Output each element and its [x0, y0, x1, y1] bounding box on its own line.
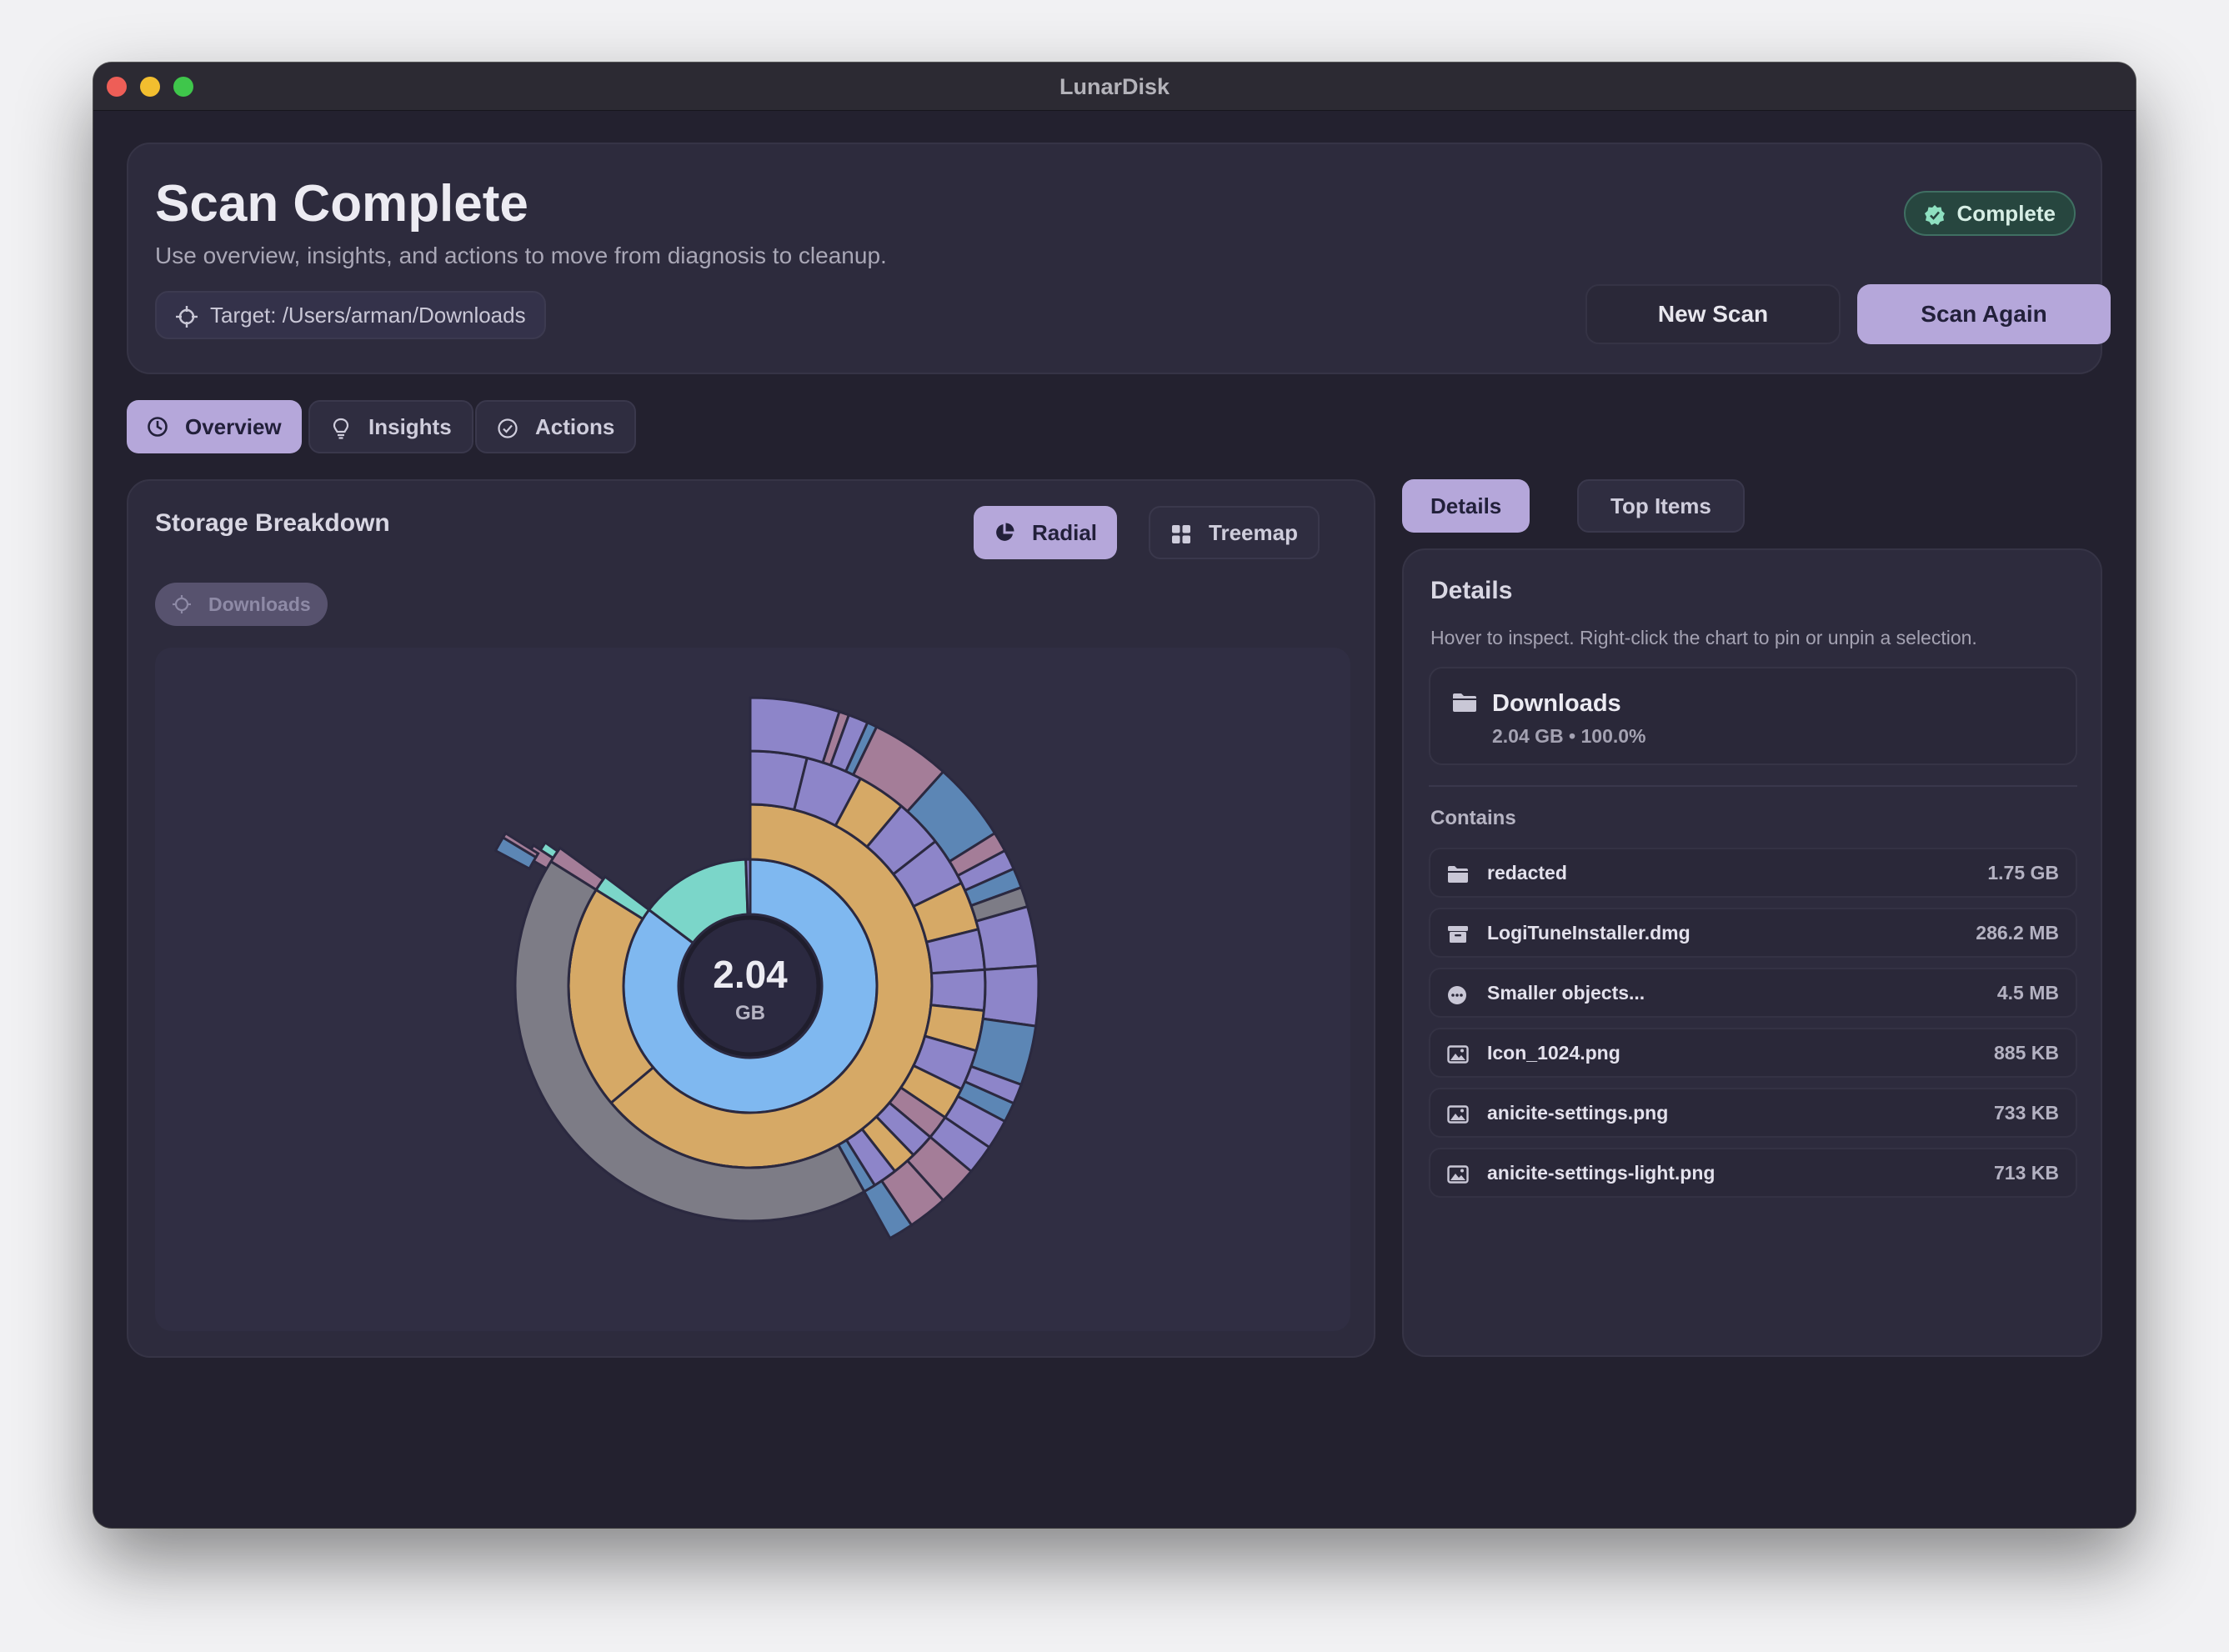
radial-view-label: Radial: [1032, 519, 1098, 545]
tab-actions[interactable]: Actions: [475, 400, 637, 453]
list-item-size: 885 KB: [1994, 1042, 2059, 1064]
list-item-size: 4.5 MB: [1996, 982, 2059, 1004]
center-hub: [679, 915, 821, 1057]
crosshair-icon: [176, 306, 198, 328]
list-item[interactable]: LogiTuneInstaller.dmg 286.2 MB: [1429, 908, 2077, 958]
minimize-window-button[interactable]: [140, 77, 160, 97]
contains-heading: Contains: [1430, 807, 1516, 829]
selected-item-meta: 2.04 GB • 100.0%: [1492, 725, 1646, 747]
breadcrumb-root[interactable]: Downloads: [155, 583, 328, 626]
window-title: LunarDisk: [1059, 74, 1170, 99]
sunburst-segment-small[interactable]: [744, 858, 752, 916]
list-item-size: 286.2 MB: [1976, 922, 2059, 944]
zoom-window-button[interactable]: [173, 77, 193, 97]
crosshair-icon: [173, 595, 191, 613]
sunburst-segment[interactable]: [538, 840, 560, 860]
list-item-name: LogiTuneInstaller.dmg: [1487, 922, 1691, 944]
image-icon: [1447, 1105, 1469, 1124]
sunburst-segment[interactable]: [501, 831, 540, 859]
list-item-size: 713 KB: [1994, 1162, 2059, 1184]
list-item[interactable]: anicite-settings-light.png 713 KB: [1429, 1148, 2077, 1198]
list-item[interactable]: redacted 1.75 GB: [1429, 848, 2077, 898]
sunburst-segment[interactable]: [981, 964, 1040, 1028]
details-card: Details Hover to inspect. Right-click th…: [1402, 548, 2102, 1357]
sunburst-segment[interactable]: [513, 859, 866, 1223]
list-item-name: anicite-settings-light.png: [1487, 1162, 1716, 1184]
pie-clock-icon: [148, 417, 168, 437]
sunburst-segment[interactable]: [929, 968, 987, 1013]
tab-overview[interactable]: Overview: [127, 400, 302, 453]
tab-insights[interactable]: Insights: [308, 400, 473, 453]
new-scan-button[interactable]: New Scan: [1585, 284, 1841, 344]
folder-icon: [1453, 693, 1476, 712]
details-title: Details: [1430, 577, 1513, 604]
divider: [1429, 785, 2077, 787]
title-bar: LunarDisk: [93, 63, 2136, 111]
lightbulb-icon: [333, 418, 349, 439]
list-item-name: redacted: [1487, 862, 1567, 884]
app-window: LunarDisk Scan Complete Use overview, in…: [93, 63, 2136, 1528]
scan-again-button[interactable]: Scan Again: [1857, 284, 2111, 344]
target-pill: Target: /Users/arman/Downloads: [155, 291, 546, 339]
ellipsis-icon: [1448, 986, 1466, 1004]
list-item-name: anicite-settings.png: [1487, 1102, 1669, 1124]
status-badge-label: Complete: [1956, 200, 2056, 226]
list-item[interactable]: anicite-settings.png 733 KB: [1429, 1088, 2077, 1138]
list-item[interactable]: Icon_1024.png 885 KB: [1429, 1028, 2077, 1078]
storage-breakdown-title: Storage Breakdown: [155, 509, 390, 537]
radial-view-button[interactable]: Radial: [974, 506, 1118, 559]
check-circle-icon: [498, 418, 518, 438]
sunburst-chart-area: 2.04 GB: [155, 648, 1350, 1331]
details-hint: Hover to inspect. Right-click the chart …: [1430, 627, 1977, 648]
tab-overview-label: Overview: [185, 413, 282, 439]
tab-insights-label: Insights: [368, 413, 452, 439]
selected-item-card: Downloads 2.04 GB • 100.0%: [1429, 667, 2077, 765]
storage-breakdown-card: Storage Breakdown Radial Treemap: [127, 479, 1375, 1358]
list-item[interactable]: Smaller objects... 4.5 MB: [1429, 968, 2077, 1018]
archive-icon: [1448, 926, 1468, 943]
tab-top-items[interactable]: Top Items: [1577, 479, 1745, 533]
sunburst-chart[interactable]: 2.04 GB: [155, 648, 1350, 1331]
status-badge: Complete: [1903, 191, 2076, 236]
image-icon: [1447, 1045, 1469, 1064]
list-item-size: 733 KB: [1994, 1102, 2059, 1124]
close-window-button[interactable]: [107, 77, 127, 97]
folder-icon: [1448, 866, 1468, 883]
breadcrumb-label: Downloads: [208, 593, 311, 615]
tab-actions-label: Actions: [535, 413, 615, 439]
treemap-view-label: Treemap: [1209, 519, 1298, 545]
verified-check-icon: [1924, 205, 1945, 225]
list-item-name: Smaller objects...: [1487, 982, 1645, 1004]
pie-chart-icon: [996, 523, 1014, 541]
treemap-view-button[interactable]: Treemap: [1149, 506, 1320, 559]
target-path: Target: /Users/arman/Downloads: [210, 302, 526, 328]
selected-item-name: Downloads: [1492, 690, 1621, 717]
page-title: Scan Complete: [155, 175, 528, 233]
center-total-value: 2.04: [713, 953, 788, 996]
tab-details[interactable]: Details: [1402, 479, 1530, 533]
scan-header-card: Scan Complete Use overview, insights, an…: [127, 143, 2111, 374]
image-icon: [1447, 1165, 1469, 1184]
center-total-unit: GB: [735, 1002, 765, 1024]
list-item-size: 1.75 GB: [1987, 862, 2059, 884]
grid-icon: [1172, 525, 1190, 543]
list-item-name: Icon_1024.png: [1487, 1042, 1620, 1064]
page-subtitle: Use overview, insights, and actions to m…: [155, 243, 887, 268]
sunburst-segment[interactable]: [862, 1179, 914, 1240]
